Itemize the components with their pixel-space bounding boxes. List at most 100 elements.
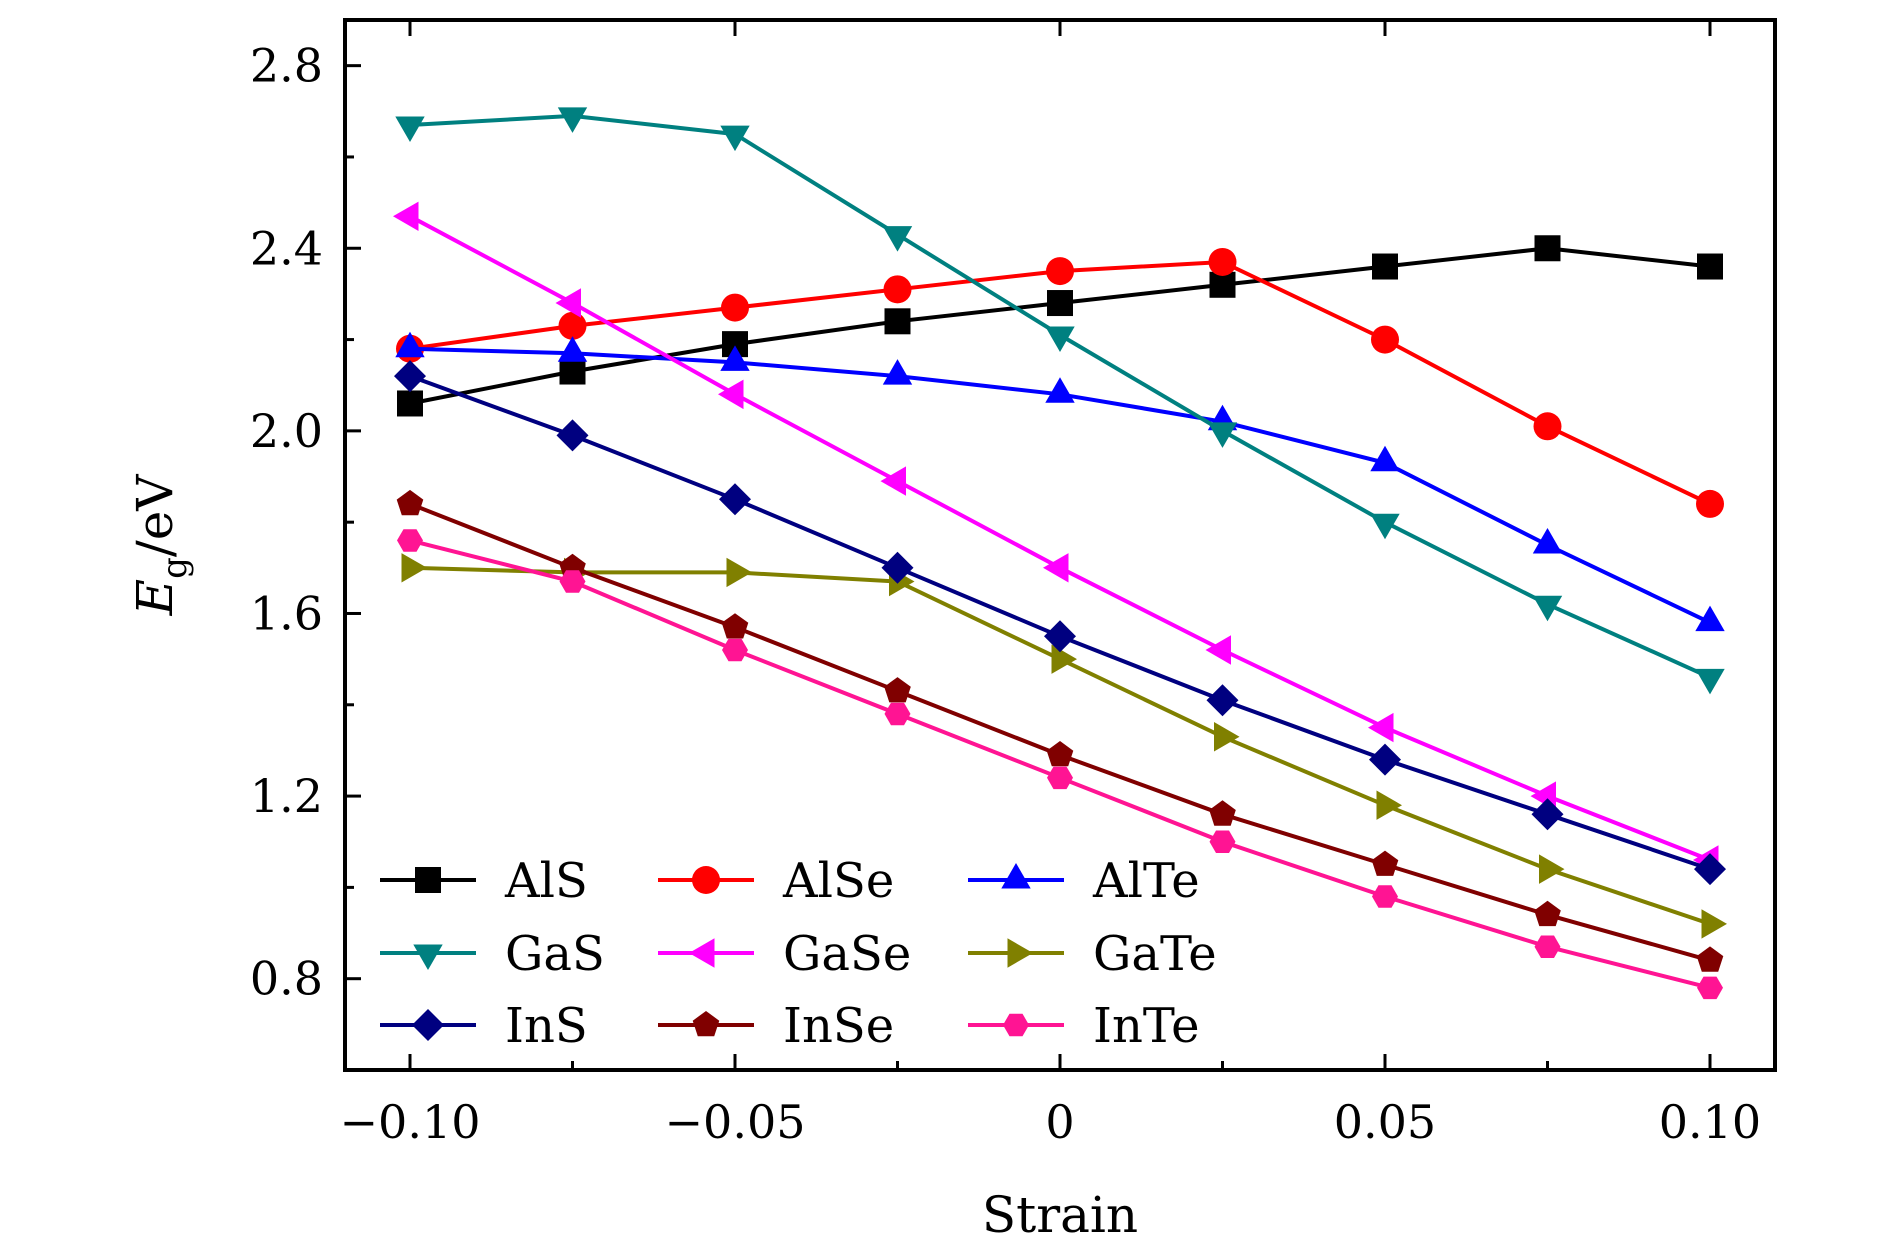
data-point-inte [884, 702, 911, 726]
series-inse [396, 489, 1724, 972]
data-point-ins [556, 419, 589, 452]
series-layer [393, 107, 1727, 1000]
data-point-inse [1371, 850, 1399, 876]
legend-label-als: AlS [504, 853, 588, 909]
data-point-gas [720, 125, 750, 152]
data-point-gate [401, 553, 427, 583]
series-gate [401, 553, 1727, 939]
data-point-als [1534, 235, 1561, 262]
data-point-alse [1533, 412, 1562, 441]
data-point-alte [1695, 605, 1725, 632]
data-point-als [1047, 290, 1073, 317]
x-tick-label: −0.05 [665, 1095, 806, 1149]
legend-item-als: AlS [380, 853, 588, 909]
data-point-inte [559, 570, 586, 593]
legend-label-alte: AlTe [1092, 853, 1200, 909]
legend-item-gate: GaTe [968, 926, 1217, 982]
data-point-gas [882, 226, 913, 252]
data-point-inte [1372, 885, 1398, 908]
plot-area-frame [343, 18, 1777, 1072]
data-point-inse [396, 489, 424, 516]
x-tick-label: 0.05 [1334, 1095, 1436, 1149]
data-point-gas [395, 116, 425, 142]
y-tick-label: 2.8 [250, 39, 323, 93]
data-point-ins [719, 483, 751, 516]
series-als [397, 235, 1723, 417]
legend-marker-inse [692, 1011, 720, 1037]
data-point-gase [1043, 553, 1069, 583]
y-tick-label: 2.0 [250, 404, 323, 458]
data-point-als [1372, 253, 1398, 280]
data-point-inte [1697, 976, 1723, 1000]
axis-ticks: −0.10 −0.05 0 0.05 0.10 0.8 1.2 1.6 2.0 2.4 2.8 [250, 20, 1761, 1149]
data-point-gas [1370, 513, 1400, 540]
data-point-gase [555, 288, 581, 318]
data-point-gate [1376, 790, 1402, 820]
data-point-gase [718, 379, 744, 410]
legend-item-inse: InSe [658, 998, 894, 1054]
legend-item-alse: AlSe [658, 853, 894, 909]
data-point-gase [393, 201, 419, 231]
legend-marker-gas [413, 944, 443, 970]
data-point-alse [1371, 325, 1399, 354]
legend-label-gate: GaTe [1093, 926, 1217, 982]
legend-item-gase: GaSe [658, 926, 911, 982]
data-point-gas [1207, 422, 1238, 448]
legend-label-inte: InTe [1093, 998, 1200, 1054]
data-point-alte [1370, 445, 1400, 472]
legend-label-gase: GaSe [783, 926, 911, 982]
data-point-gas [1532, 595, 1563, 622]
data-point-inse [884, 677, 911, 703]
legend-item-inte: InTe [968, 998, 1200, 1054]
y-axis-title-subscript: g [155, 557, 195, 579]
data-point-alse [883, 275, 912, 304]
data-point-alte [720, 345, 750, 371]
data-point-gase [1205, 635, 1231, 665]
legend-marker-gate [1007, 938, 1033, 968]
legend-label-gas: GaS [505, 926, 605, 982]
data-point-gate [726, 557, 752, 588]
data-point-ins [1369, 743, 1401, 776]
y-tick-label: 2.4 [250, 221, 323, 275]
data-point-gate [1701, 909, 1727, 939]
data-point-inte [1209, 830, 1236, 853]
y-tick-label: 0.8 [250, 952, 323, 1006]
data-point-inse [1046, 741, 1074, 767]
legend: AlS AlSe AlTe GaS GaSe GaTe InS InSe InTe [380, 853, 1217, 1054]
y-axis-title: Eg/eV [126, 474, 195, 617]
y-tick-label: 1.2 [250, 769, 323, 823]
y-tick-label: 1.6 [250, 586, 323, 640]
data-point-gas [1695, 668, 1725, 695]
legend-label-inse: InSe [783, 998, 894, 1054]
data-point-ins [1044, 620, 1076, 653]
data-point-gate [1214, 722, 1240, 752]
data-point-ins [1206, 684, 1239, 717]
data-point-alte [882, 359, 913, 385]
legend-item-gas: GaS [380, 926, 605, 982]
legend-item-alte: AlTe [968, 853, 1200, 909]
legend-item-ins: InS [380, 998, 588, 1054]
data-point-alte [557, 336, 588, 362]
data-point-gate [1539, 854, 1565, 884]
y-axis-title-symbol: E [126, 579, 184, 617]
legend-marker-ins [412, 1009, 444, 1041]
data-point-inte [1047, 766, 1073, 790]
data-point-gate [1051, 644, 1077, 674]
data-point-ins [1694, 853, 1726, 886]
data-point-ins [1531, 798, 1564, 831]
x-tick-label: 0.10 [1659, 1095, 1761, 1149]
series-gas [395, 107, 1725, 695]
data-point-inte [397, 529, 423, 552]
series-inte [397, 529, 1723, 1000]
data-point-inse [1696, 946, 1724, 972]
series-alte [395, 331, 1725, 632]
data-point-alte [395, 331, 425, 358]
legend-marker-alse [692, 866, 720, 894]
data-point-inte [1534, 935, 1561, 958]
data-point-gas [557, 107, 588, 133]
legend-marker-inte [1003, 1013, 1029, 1037]
data-point-ins [881, 551, 914, 584]
x-tick-label: 0 [1045, 1095, 1074, 1149]
legend-label-alse: AlSe [782, 853, 894, 909]
